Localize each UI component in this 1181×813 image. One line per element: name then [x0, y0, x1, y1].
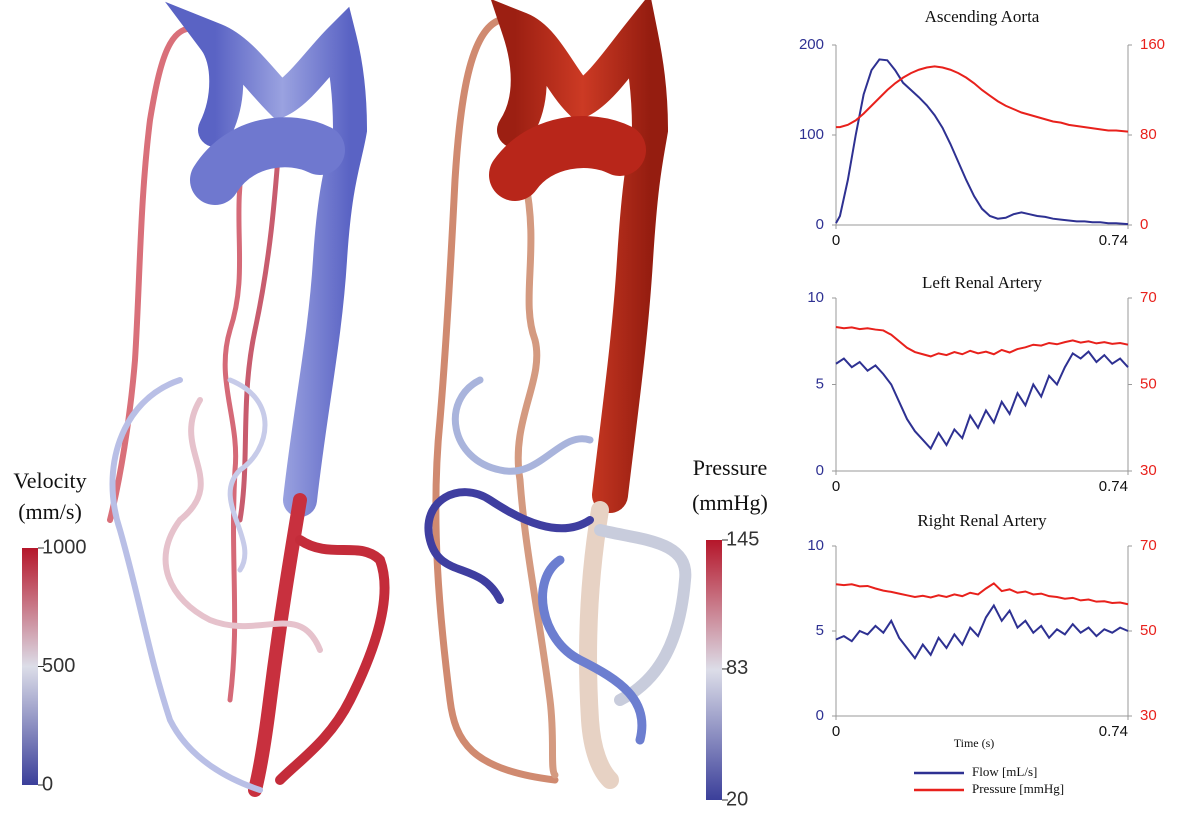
colorbar — [22, 548, 38, 785]
colorbar-tick-label: 1000 — [42, 536, 87, 558]
pressure-rendering — [424, 0, 692, 789]
y-tick-label: 0 — [816, 462, 824, 479]
y2-tick-label: 70 — [1140, 537, 1157, 554]
y2-tick-label: 0 — [1140, 216, 1148, 233]
colorbar-tick-label: 500 — [42, 655, 75, 677]
y2-tick-label: 30 — [1140, 462, 1157, 479]
series-line — [835, 325, 1129, 358]
x-axis-label: Time (s) — [954, 736, 995, 750]
y-tick-label: 100 — [799, 126, 824, 143]
y-tick-label: 0 — [816, 216, 824, 233]
x-tick-label: 0 — [832, 478, 840, 495]
chart-title: Right Renal Artery — [917, 511, 1047, 530]
chart-title: Left Renal Artery — [922, 273, 1042, 292]
colorbar-tick-label: 20 — [726, 788, 748, 810]
colorbar-title: (mm/s) — [18, 499, 82, 524]
y-tick-label: 200 — [799, 36, 824, 53]
series-line — [835, 582, 1129, 606]
y-tick-label: 10 — [807, 289, 824, 306]
series-line — [836, 65, 1129, 133]
velocity-rendering — [107, 1, 390, 797]
chart-title: Ascending Aorta — [925, 7, 1040, 26]
y-tick-label: 5 — [816, 622, 824, 639]
colorbar-tick-label: 145 — [726, 528, 759, 550]
x-tick-label: 0.74 — [1099, 478, 1128, 495]
x-tick-label: 0.74 — [1099, 232, 1128, 249]
colorbar-tick-label: 83 — [726, 657, 748, 679]
y2-tick-label: 80 — [1140, 126, 1157, 143]
y2-tick-label: 30 — [1140, 707, 1157, 724]
legend-label: Pressure [mmHg] — [972, 781, 1064, 796]
x-tick-label: 0 — [832, 723, 840, 740]
colorbar-title: Velocity — [13, 468, 86, 493]
series-line — [835, 58, 1129, 226]
legend-label: Flow [mL/s] — [972, 764, 1037, 779]
colorbar-title: (mmHg) — [692, 490, 768, 515]
colorbar-title: Pressure — [693, 455, 768, 480]
y2-tick-label: 50 — [1140, 375, 1157, 392]
y-tick-label: 5 — [816, 375, 824, 392]
y-tick-label: 0 — [816, 707, 824, 724]
y2-tick-label: 70 — [1140, 289, 1157, 306]
y-tick-label: 10 — [807, 537, 824, 554]
colorbar — [706, 540, 722, 800]
series-line — [835, 603, 1129, 660]
x-tick-label: 0 — [832, 232, 840, 249]
colorbar-tick-label: 0 — [42, 773, 53, 795]
series-line — [835, 350, 1129, 451]
x-tick-label: 0.74 — [1099, 723, 1128, 740]
y2-tick-label: 160 — [1140, 36, 1165, 53]
y2-tick-label: 50 — [1140, 622, 1157, 639]
